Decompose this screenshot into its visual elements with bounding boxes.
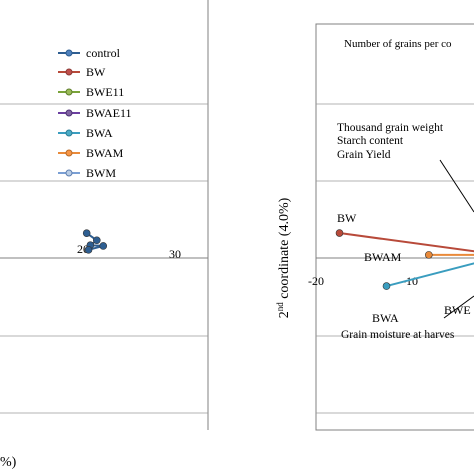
right-tick-label-0: -20 (308, 274, 324, 288)
legend-label-bw: BW (86, 65, 106, 79)
right-panel: -20 -10 2nd coordinate (4.0%) Number of … (275, 23, 474, 431)
legend-marker-bw (65, 68, 73, 76)
data-point-control-1 (93, 236, 101, 245)
point-label-bwa: BWA (372, 311, 399, 325)
data-point-control-0 (82, 229, 91, 237)
data-point-bw-0 (335, 229, 344, 237)
right-y-axis-title: 2nd coordinate (4.0%) (275, 197, 292, 318)
annotation-number-of-grains: Number of grains per co (344, 38, 452, 50)
data-point-bwa-0 (382, 282, 391, 290)
left-x-axis-title: %) (0, 455, 17, 470)
annotation-pointer-top (439, 159, 474, 213)
legend-label-bwe11: BWE11 (86, 85, 124, 99)
legend-item-bwm: BWM (58, 166, 116, 180)
legend-marker-bwa (65, 129, 73, 137)
left-tick-label-1: 30 (169, 247, 181, 261)
legend-item-bwa: BWA (58, 126, 113, 140)
series-line-bwa (386, 262, 474, 288)
right-series-group (335, 229, 474, 290)
legend-marker-bwae11 (65, 109, 73, 117)
legend-label-bwam: BWAM (86, 146, 124, 160)
point-label-bwe: BWE (444, 303, 471, 317)
series-line-bw (339, 232, 474, 253)
annotation-pointer-bottom (443, 295, 474, 319)
legend-item-bwe11: BWE11 (58, 85, 124, 99)
data-point-bwam-0 (424, 251, 433, 259)
annotation-starch-content: Starch content (337, 135, 404, 147)
annotation-thousand-grain-weight: Thousand grain weight (337, 122, 444, 134)
point-label-bw: BW (337, 211, 357, 225)
legend-label-bwae11: BWAE11 (86, 106, 132, 120)
legend-marker-control (65, 49, 73, 57)
left-series-group (82, 229, 108, 254)
data-point-control-4 (84, 246, 93, 254)
legend-label-bwm: BWM (86, 166, 116, 180)
annotation-box-top-bg (336, 33, 474, 51)
legend-item-bwam: BWAM (58, 146, 124, 160)
legend-item-bw: BW (58, 65, 106, 79)
legend: control BW BWE11 BWAE11 BWA (58, 46, 132, 180)
legend-item-bwae11: BWAE11 (58, 106, 132, 120)
legend-label-control: control (86, 46, 121, 60)
legend-marker-bwm (65, 169, 73, 177)
point-label-bwam: BWAM (364, 250, 402, 264)
right-plot-area (315, 23, 474, 431)
legend-marker-bwam (65, 149, 73, 157)
legend-marker-bwe11 (65, 88, 73, 96)
legend-label-bwa: BWA (86, 126, 113, 140)
legend-item-control: control (58, 46, 121, 60)
left-panel: 20 30 control BW BWE11 BWA (0, 0, 209, 470)
annotation-grain-yield: Grain Yield (337, 149, 391, 161)
data-point-control-3 (99, 242, 108, 250)
annotation-grain-moisture: Grain moisture at harves (341, 329, 455, 341)
